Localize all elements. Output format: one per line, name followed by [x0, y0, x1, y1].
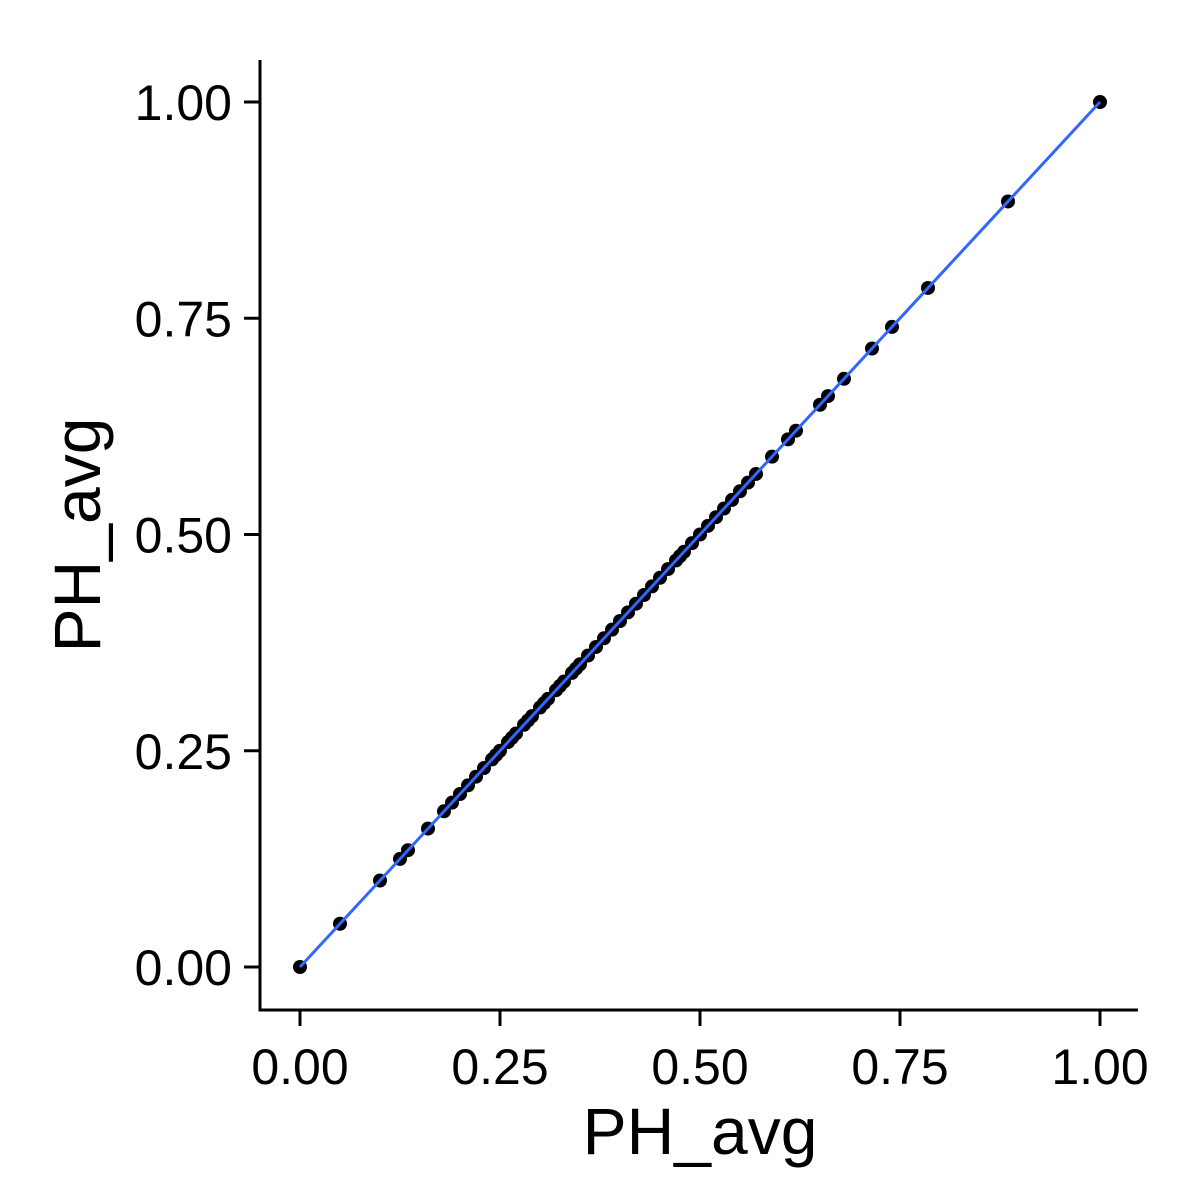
x-tick-label: 0.75: [851, 1039, 948, 1095]
y-tick-label: 0.25: [135, 724, 232, 780]
y-tick-label: 0.50: [135, 508, 232, 564]
fit-line-layer: [298, 100, 1102, 969]
x-axis-ticks: 0.00 0.25 0.50 0.75 1.00: [251, 1010, 1149, 1095]
x-tick-label: 0.25: [451, 1039, 548, 1095]
fit-line: [298, 100, 1102, 969]
x-axis-title: PH_avg: [583, 1094, 818, 1168]
x-tick-label: 0.50: [651, 1039, 748, 1095]
y-axis-title: PH_avg: [40, 418, 114, 653]
x-tick-label: 1.00: [1051, 1039, 1148, 1095]
y-tick-label: 1.00: [135, 75, 232, 131]
y-axis-ticks: 0.00 0.25 0.50 0.75 1.00: [135, 75, 260, 996]
y-tick-label: 0.00: [135, 940, 232, 996]
y-tick-label: 0.75: [135, 291, 232, 347]
x-tick-label: 0.00: [251, 1039, 348, 1095]
